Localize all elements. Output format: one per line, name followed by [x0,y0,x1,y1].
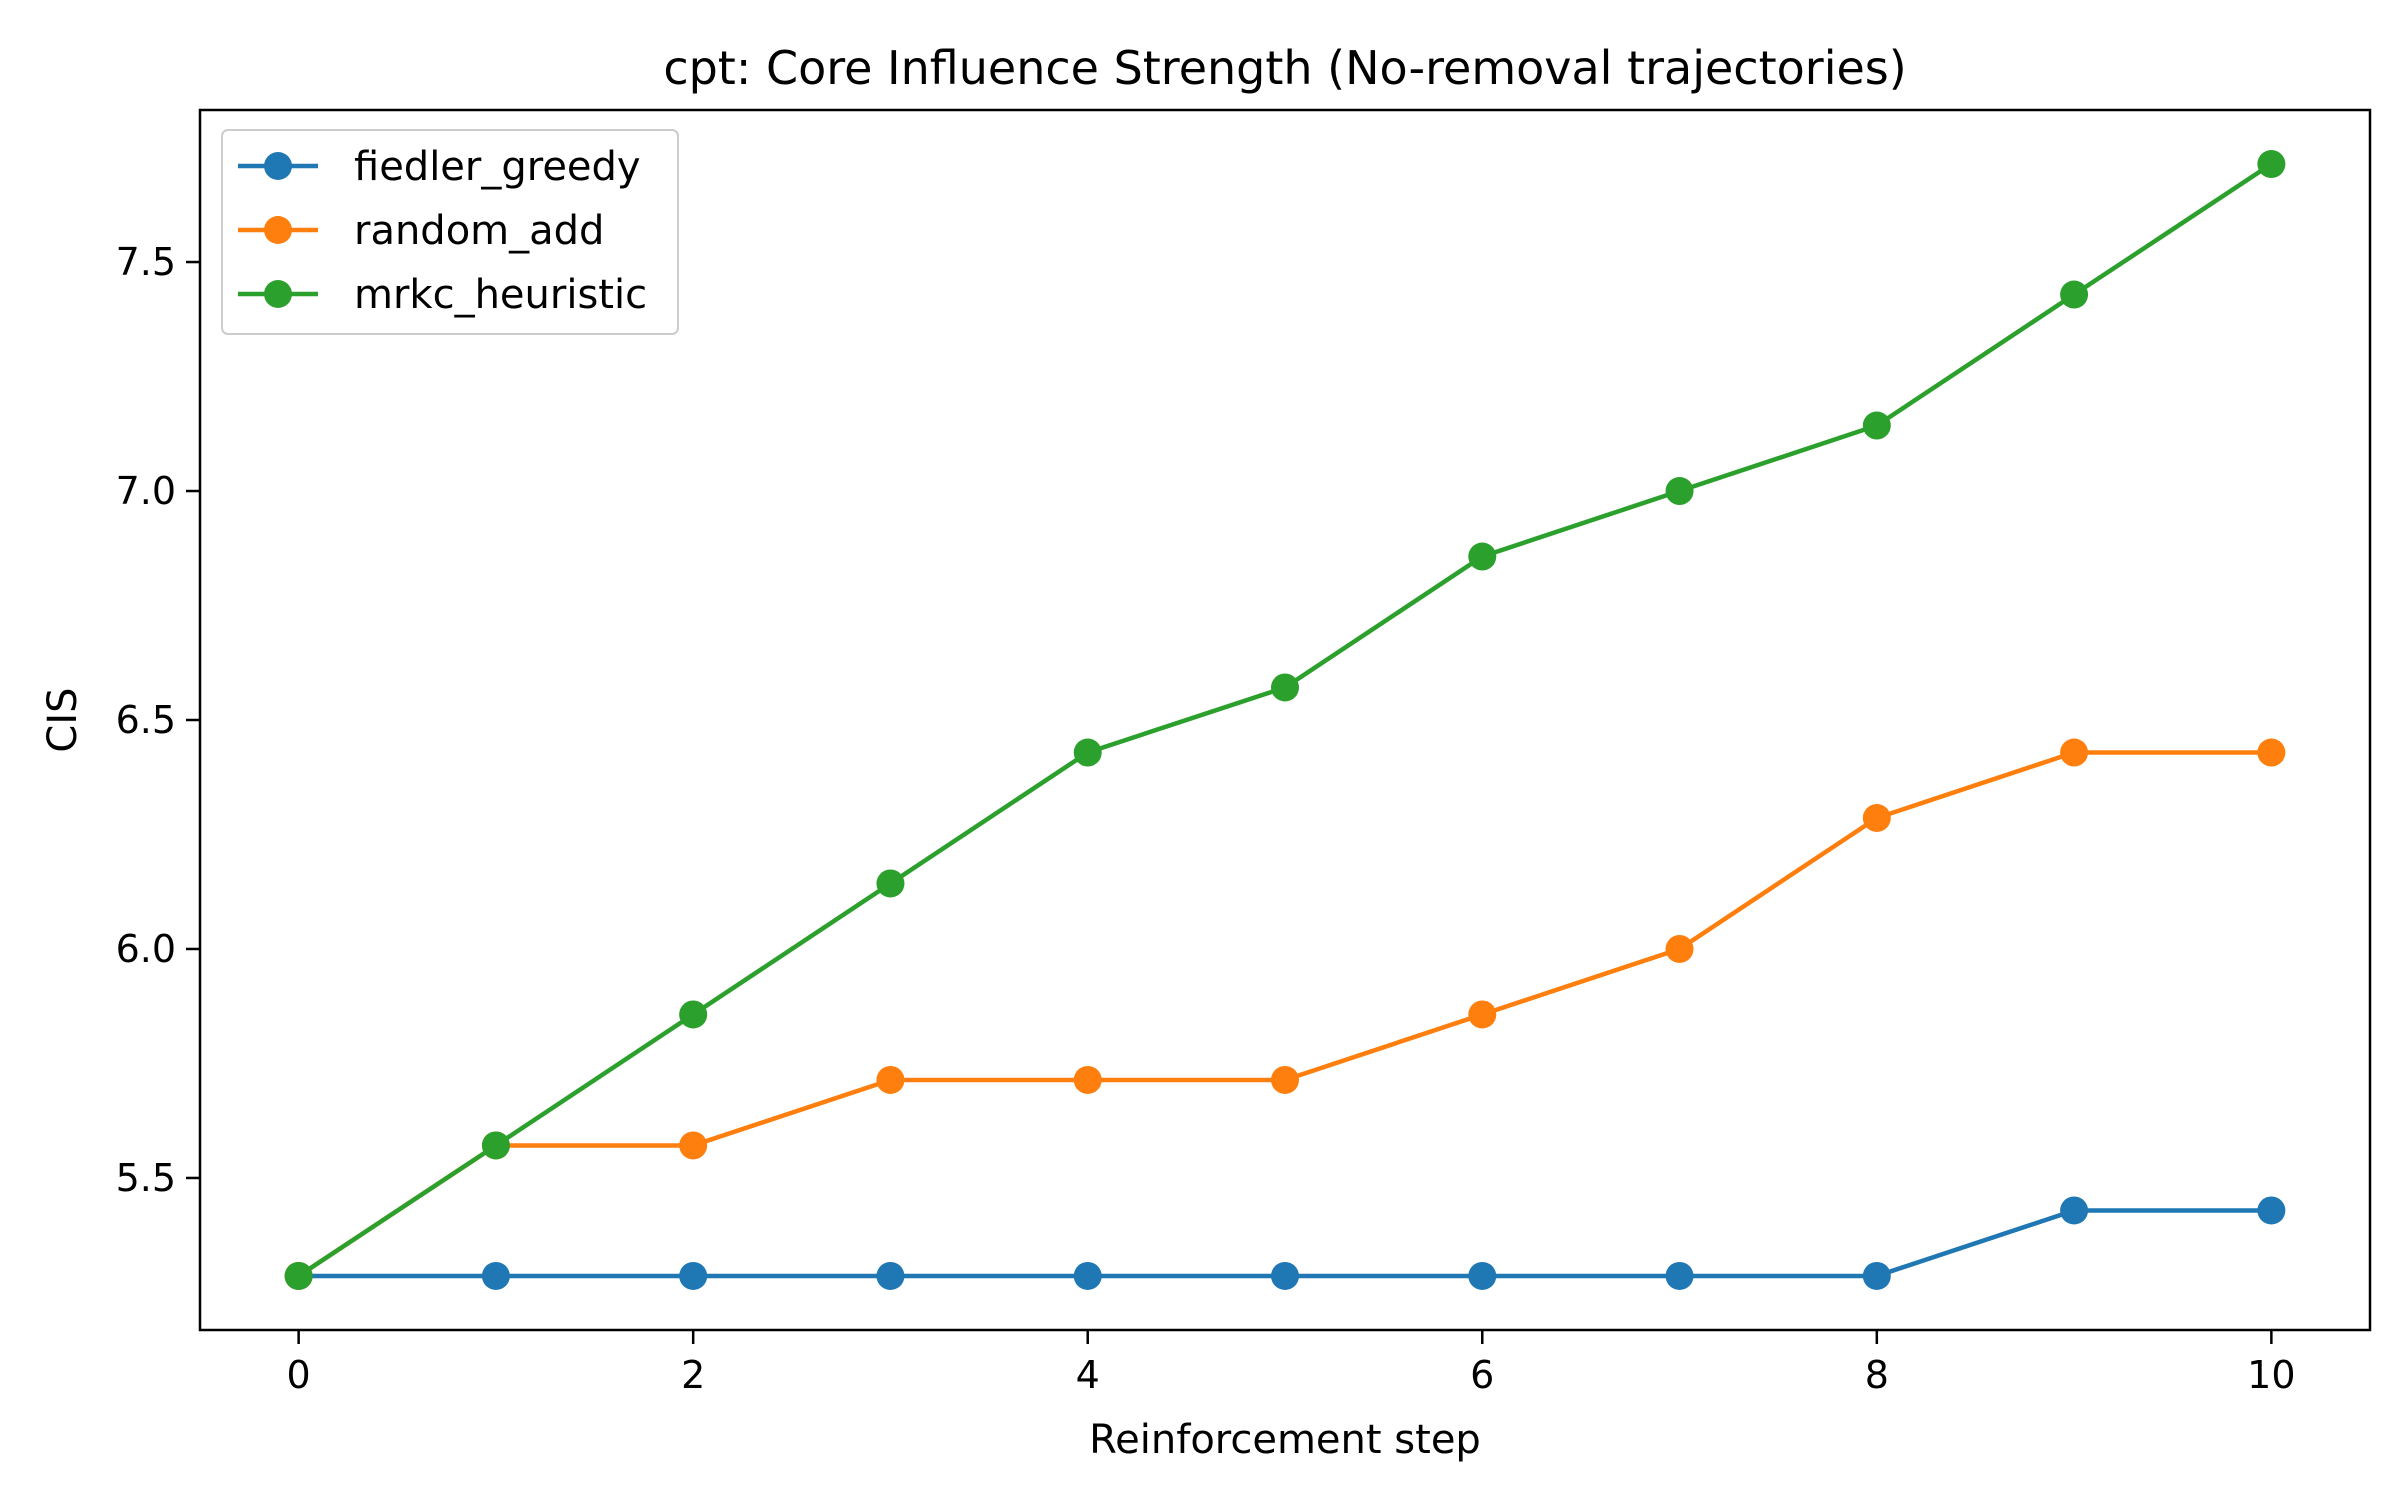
legend-marker [264,280,292,308]
legend-item-fiedler-greedy: fiedler_greedy [238,144,641,190]
legend-label: mrkc_heuristic [354,272,647,318]
data-point [679,1261,708,1290]
y-tick-label: 6.0 [116,927,176,971]
data-point [1271,1065,1299,1094]
data-point [1468,542,1497,571]
series-fiedler-greedy [284,1196,2286,1290]
series-mrkc-heuristic [284,150,2286,1290]
y-axis: 5.5 6.0 6.5 7.0 7.5 [116,240,200,1200]
data-point [481,1261,510,1290]
series-layer [284,150,2286,1290]
data-point [1073,1065,1102,1094]
data-point [2257,150,2286,179]
y-tick-label: 5.5 [116,1156,176,1200]
x-axis-label: Reinforcement step [1089,1417,1481,1463]
data-point [1665,934,1694,963]
y-tick-label: 6.5 [116,698,176,742]
x-tick-label: 10 [2247,1353,2295,1397]
x-tick-label: 4 [1076,1353,1100,1397]
data-point [1073,1261,1102,1290]
chart-title: cpt: Core Influence Strength (No-removal… [663,41,1906,95]
data-point [1665,1261,1694,1290]
data-point [876,869,905,898]
y-axis-label: CIS [40,687,86,752]
data-point [2060,1196,2089,1225]
x-tick-label: 8 [1865,1353,1889,1397]
legend-marker [264,152,292,180]
data-point [2257,1196,2286,1225]
data-point [1271,1261,1299,1290]
data-point [1665,477,1694,506]
data-point [481,1131,510,1160]
data-point [679,1131,708,1160]
y-tick-label: 7.5 [116,240,176,284]
series-line [297,750,2272,1278]
legend: fiedler_greedy random_add mrkc_heuristic [221,129,679,335]
data-point [284,1261,313,1290]
legend-marker [264,216,292,244]
data-point [1862,804,1891,833]
series-random-add [284,738,2286,1290]
legend-item-random-add: random_add [238,208,604,254]
x-tick-label: 2 [681,1353,705,1397]
data-point [2060,738,2089,767]
data-point [1862,1261,1891,1290]
legend-item-mrkc-heuristic: mrkc_heuristic [238,272,647,318]
data-point [1862,411,1891,440]
data-point [1468,1261,1497,1290]
x-tick-label: 6 [1470,1353,1494,1397]
data-point [2257,738,2286,767]
data-point [1468,1000,1497,1029]
data-point [2060,280,2089,309]
legend-box [221,129,679,335]
legend-label: random_add [354,208,604,254]
data-point [876,1261,905,1290]
x-tick-label: 0 [287,1353,311,1397]
data-point [1073,738,1102,767]
legend-label: fiedler_greedy [354,144,641,190]
y-tick-label: 7.0 [116,469,176,513]
data-point [1271,673,1299,702]
data-point [679,1000,708,1029]
x-axis: 0 2 4 6 8 10 [287,1330,2296,1397]
data-point [876,1065,905,1094]
